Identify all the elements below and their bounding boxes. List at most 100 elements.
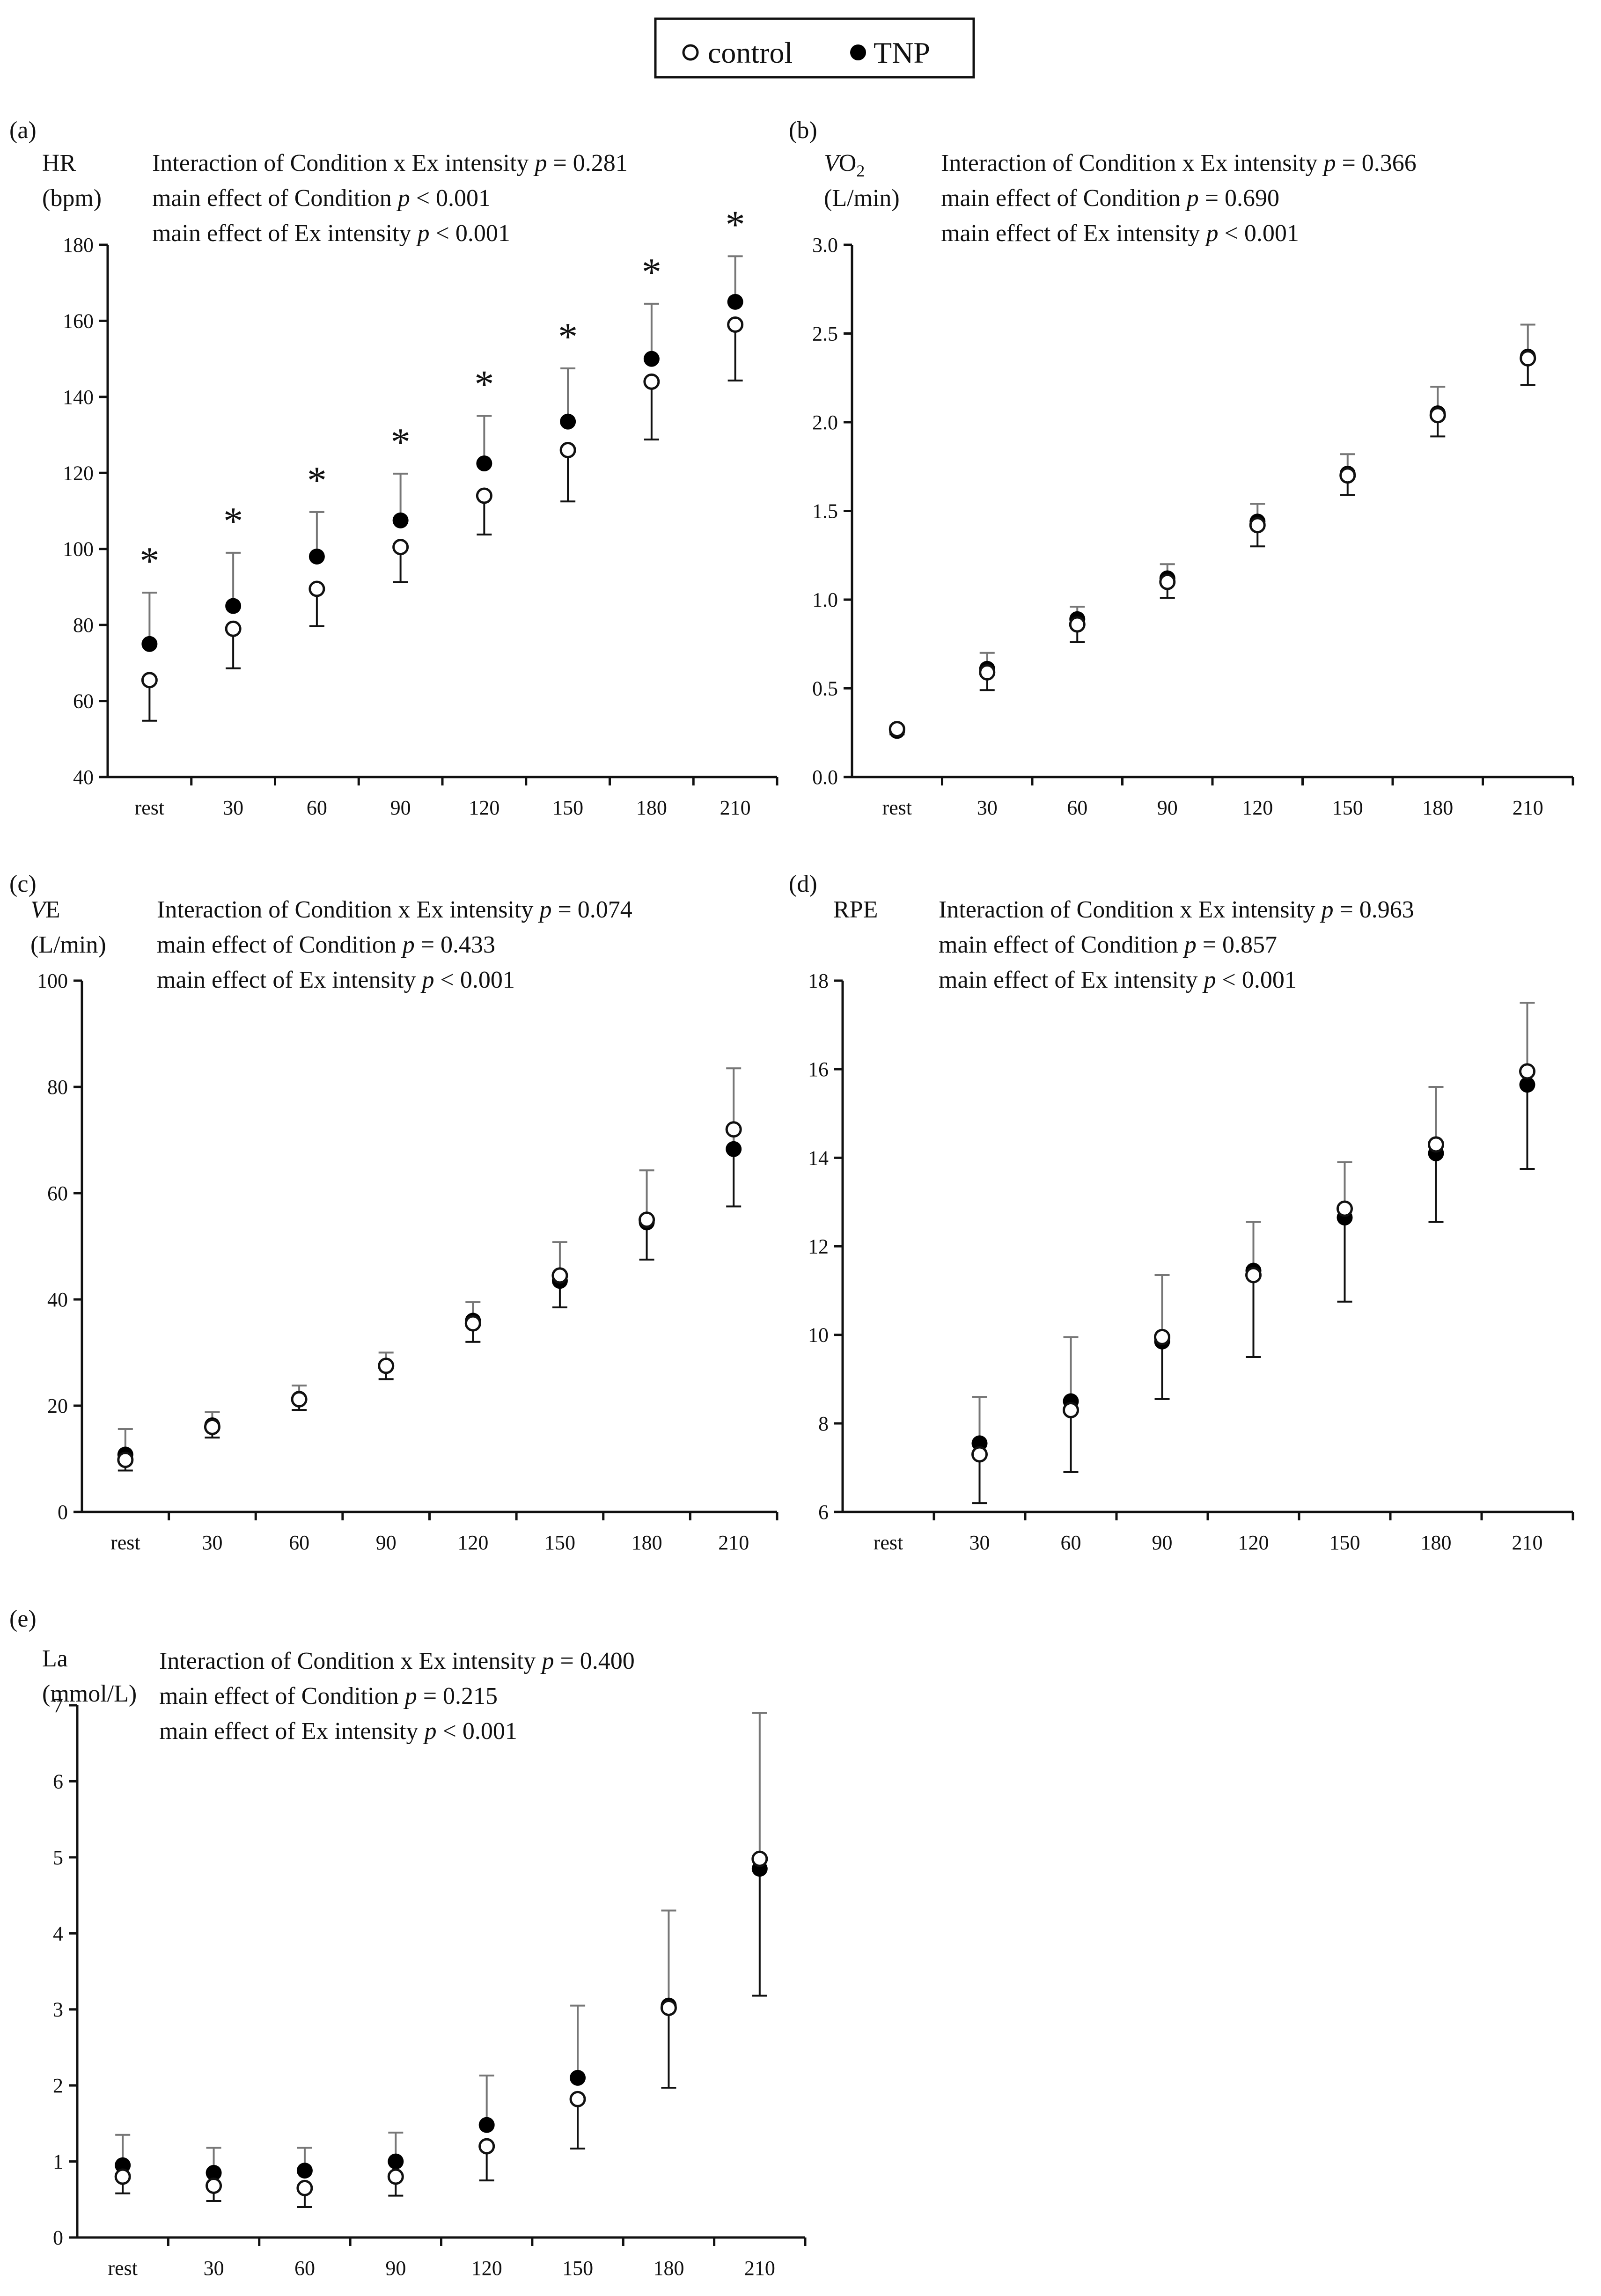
significance-asterisk: * xyxy=(307,459,327,502)
x-tick-label: 150 xyxy=(562,2257,593,2280)
significance-asterisk: * xyxy=(726,203,745,246)
y-tick-label: 120 xyxy=(63,462,94,484)
point-control xyxy=(1069,616,1086,633)
x-tick-label: 180 xyxy=(1421,1531,1452,1554)
point-control xyxy=(114,2168,131,2185)
point-control xyxy=(971,1446,988,1463)
point-control xyxy=(751,1850,768,1867)
point-tnp xyxy=(1519,1077,1535,1093)
point-tnp xyxy=(726,1141,742,1157)
point-tnp xyxy=(392,512,409,528)
x-tick-label: 30 xyxy=(977,796,998,819)
stat-text: main effect of Ex intensity xyxy=(152,220,418,247)
x-tick-label: 60 xyxy=(1061,1531,1081,1554)
significance-asterisk: * xyxy=(642,250,661,294)
x-tick-label: 120 xyxy=(457,1531,488,1554)
point-tnp xyxy=(560,413,576,430)
stat-p: p xyxy=(540,1648,554,1674)
point-tnp xyxy=(476,455,492,471)
y-tick-label: 0 xyxy=(53,2226,63,2249)
y-axis-label-o: O xyxy=(839,150,857,176)
x-tick-label: rest xyxy=(108,2257,138,2280)
y-axis-label: (mmol/L) xyxy=(42,1680,137,1707)
legend-tnp-label: TNP xyxy=(874,36,930,69)
point-control xyxy=(291,1391,308,1408)
x-tick-label: 120 xyxy=(1242,796,1273,819)
stat-text: Interaction of Condition x Ex intensity xyxy=(157,896,539,923)
point-control xyxy=(979,664,996,681)
stat-value: = 0.215 xyxy=(417,1683,498,1709)
y-tick-label: 60 xyxy=(73,690,94,713)
point-control xyxy=(1337,1200,1353,1217)
point-control xyxy=(206,2178,222,2194)
point-control xyxy=(727,316,744,333)
y-tick-label: 8 xyxy=(818,1412,829,1435)
y-tick-label: 0 xyxy=(58,1501,68,1524)
stat-value: < 0.001 xyxy=(434,967,515,993)
x-tick-label: 120 xyxy=(1238,1531,1269,1554)
point-control xyxy=(117,1452,134,1468)
point-tnp xyxy=(115,2157,131,2173)
x-tick-label: 150 xyxy=(1329,1531,1360,1554)
legend-tnp-marker xyxy=(850,44,866,60)
x-tick-label: rest xyxy=(882,796,912,819)
stat-line: main effect of Ex intensity p < 0.001 xyxy=(157,967,515,993)
point-control xyxy=(204,1418,220,1435)
point-control xyxy=(1428,1136,1444,1153)
y-axis-label: HR xyxy=(42,150,76,176)
stat-value: = 0.433 xyxy=(415,932,495,958)
point-control xyxy=(569,2091,586,2107)
x-tick-label: 210 xyxy=(720,796,751,819)
y-axis-label-sub: 2 xyxy=(856,161,865,180)
x-tick-label: 90 xyxy=(385,2257,406,2280)
point-tnp xyxy=(643,351,660,367)
significance-asterisk: * xyxy=(391,420,411,464)
y-tick-label: 10 xyxy=(808,1324,829,1347)
point-control xyxy=(889,721,905,738)
y-tick-label: 80 xyxy=(47,1076,68,1099)
point-tnp xyxy=(296,2163,313,2179)
significance-asterisk: * xyxy=(558,315,578,359)
y-tick-label: 60 xyxy=(47,1182,68,1205)
point-control xyxy=(378,1357,395,1374)
y-axis-label-v: V xyxy=(30,896,48,923)
point-tnp xyxy=(141,636,158,652)
x-tick-label: 180 xyxy=(632,1531,662,1554)
point-control xyxy=(559,442,576,459)
y-tick-label: 20 xyxy=(47,1394,68,1417)
x-tick-label: 60 xyxy=(307,796,327,819)
point-control xyxy=(643,373,660,390)
x-tick-label: 90 xyxy=(376,1531,397,1554)
stat-value: < 0.001 xyxy=(437,1718,517,1745)
y-tick-label: 140 xyxy=(63,386,94,409)
panel-letter: (c) xyxy=(9,871,37,897)
x-tick-label: 90 xyxy=(1152,1531,1173,1554)
y-tick-label: 0.0 xyxy=(812,766,838,789)
panel-a: (a)HR (bpm) Interaction of Condition x Ex … xyxy=(9,117,778,819)
x-tick-label: 30 xyxy=(204,2257,224,2280)
x-tick-label: 150 xyxy=(1332,796,1363,819)
stat-p: p xyxy=(1322,150,1336,176)
y-tick-label: 16 xyxy=(808,1058,829,1081)
stat-text: main effect of Condition xyxy=(159,1683,405,1709)
y-tick-label: 100 xyxy=(37,969,68,992)
y-axis-label-v: V xyxy=(824,150,841,176)
point-control xyxy=(1519,1063,1535,1080)
y-tick-label: 2.0 xyxy=(812,411,838,434)
x-tick-label: 210 xyxy=(1513,796,1543,819)
legend: control TNP xyxy=(654,17,975,79)
y-axis-label: RPE xyxy=(833,896,878,923)
x-tick-label: 30 xyxy=(223,796,243,819)
stat-line: main effect of Condition p < 0.001 xyxy=(152,185,491,212)
point-control xyxy=(1339,467,1356,484)
panel-letter: (d) xyxy=(789,871,817,897)
y-axis-label: (L/min) xyxy=(824,185,900,212)
point-control xyxy=(478,2138,495,2155)
point-tnp xyxy=(388,2153,404,2170)
x-tick-label: 120 xyxy=(471,2257,502,2280)
stat-p: p xyxy=(1185,185,1199,212)
stat-value: = 0.400 xyxy=(554,1648,634,1674)
x-tick-label: 150 xyxy=(552,796,583,819)
stat-line: main effect of Condition p = 0.690 xyxy=(941,185,1279,212)
